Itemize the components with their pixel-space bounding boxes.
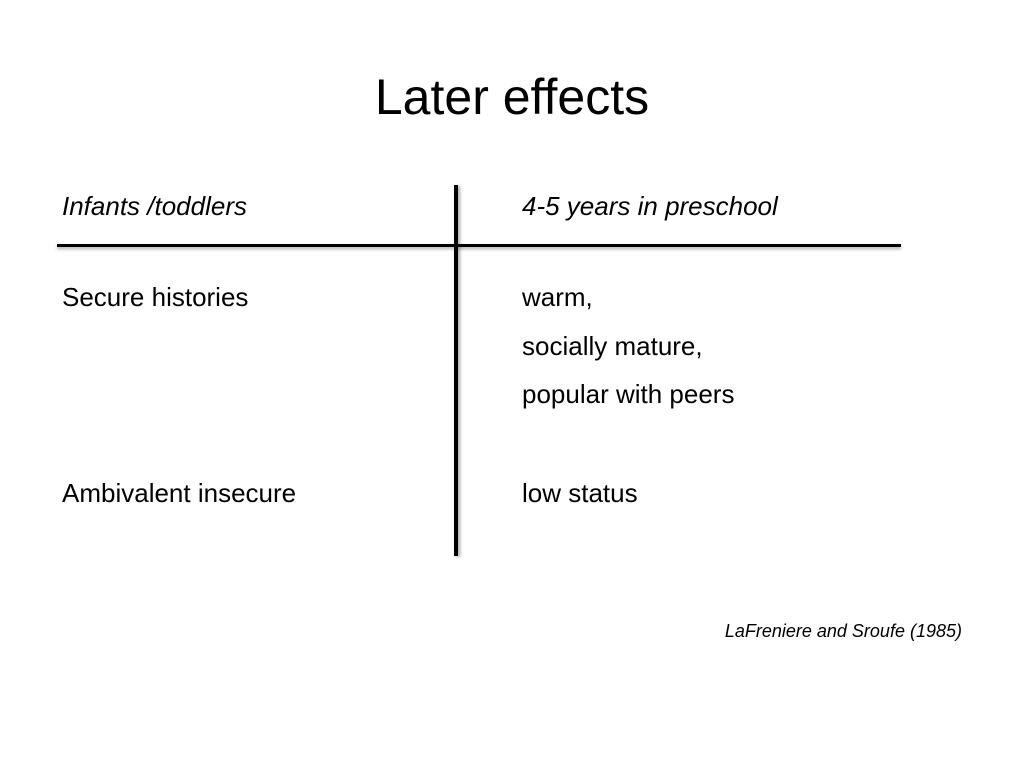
row-value-popular: popular with peers — [522, 379, 735, 409]
column-header-infants: Infants /toddlers — [62, 191, 247, 221]
row-value-socially-mature: socially mature, — [522, 331, 703, 361]
column-header-preschool: 4-5 years in preschool — [522, 191, 778, 221]
row-label-secure: Secure histories — [62, 282, 249, 312]
table-column-divider — [454, 185, 458, 556]
citation: LaFreniere and Sroufe (1985) — [724, 621, 962, 641]
row-label-ambivalent: Ambivalent insecure — [62, 478, 297, 508]
slide-title: Later effects — [374, 69, 650, 125]
row-value-warm: warm, — [522, 282, 593, 312]
row-value-low-status: low status — [522, 478, 638, 508]
table-header-divider — [57, 244, 901, 247]
